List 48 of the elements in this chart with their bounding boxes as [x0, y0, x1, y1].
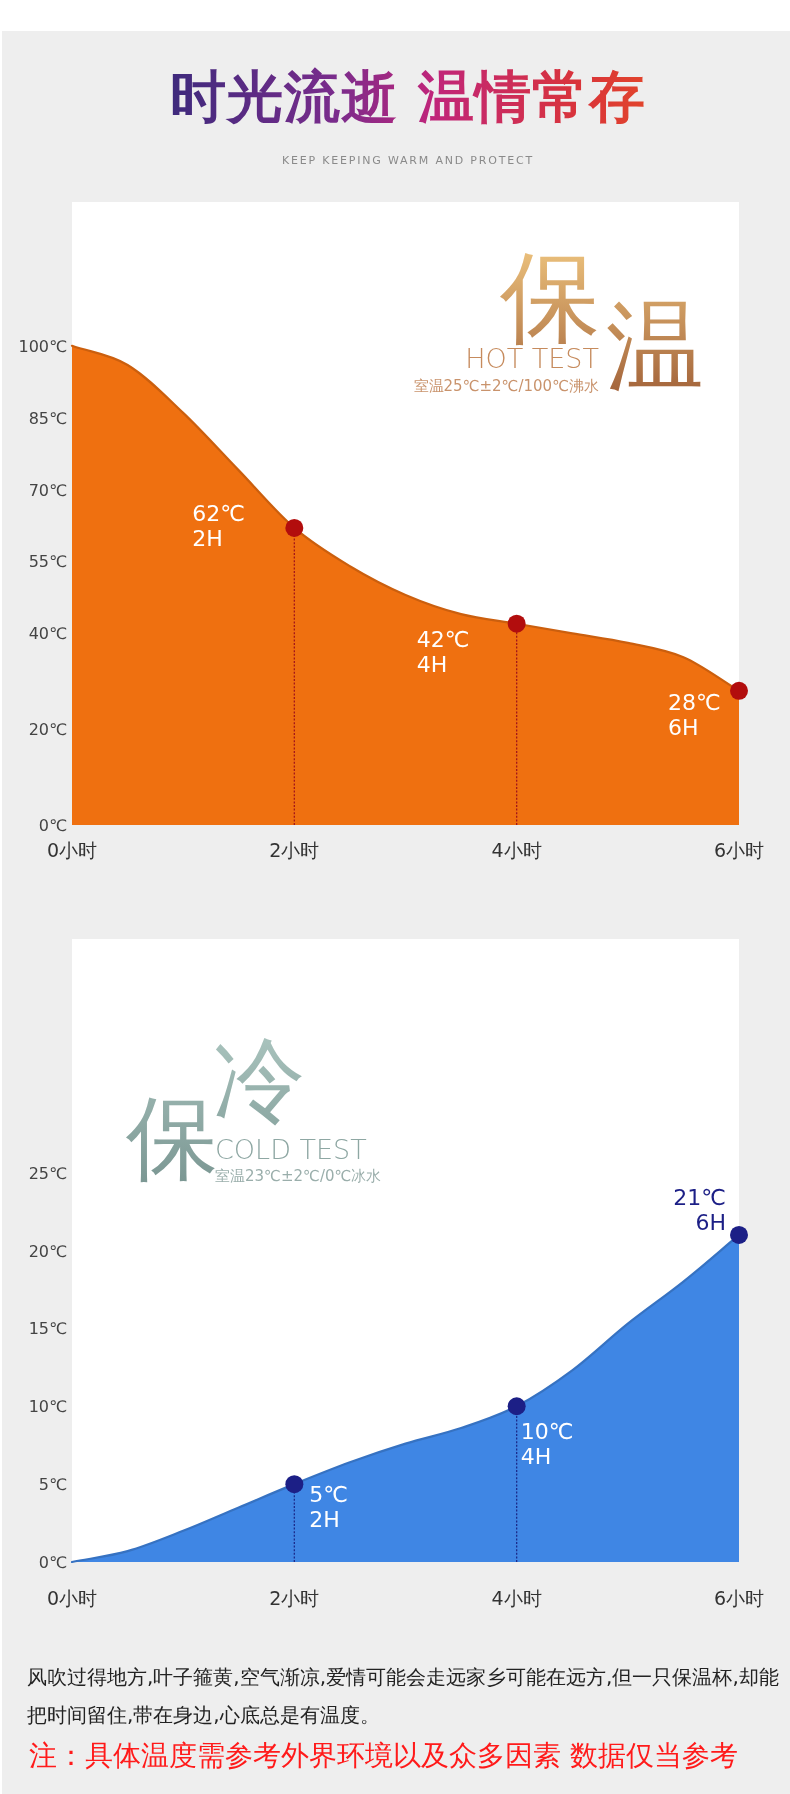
data-label: 21℃: [673, 1184, 726, 1210]
y-tick-label: 100℃: [18, 336, 68, 356]
annotation: 2H: [192, 525, 223, 551]
annotation: 4H: [520, 1444, 552, 1470]
x-tick-label: 6小时: [713, 1587, 765, 1609]
data-label: 42℃: [416, 626, 470, 652]
point: [507, 614, 526, 633]
data-label: 28℃: [668, 689, 721, 715]
point: [730, 681, 748, 700]
data-label: 10℃: [520, 1419, 574, 1445]
y-tick-label: 15℃: [28, 1318, 68, 1338]
y-tick-label: 20℃: [28, 1241, 68, 1260]
x-tick-label: 0小时: [46, 839, 98, 861]
annotation: 冷: [213, 1027, 305, 1134]
data-label: 62℃: [192, 500, 246, 526]
annotation: 温: [606, 289, 704, 403]
text: 注：具体温度需参考外界环境以及众多因素 数据仅当参考: [29, 1738, 739, 1774]
x-tick-label: 4小时: [491, 1587, 542, 1609]
y-tick-label: 85℃: [28, 408, 68, 428]
x-tick-label: 6小时: [713, 839, 765, 861]
y-tick-label: 55℃: [28, 551, 68, 571]
x-tick-label: 2小时: [269, 1587, 320, 1609]
y-tick-label: 70℃: [28, 480, 68, 500]
point: [730, 1225, 748, 1244]
x-tick-label: 4小时: [491, 839, 542, 861]
x-tick-label: 0小时: [46, 1587, 98, 1609]
data-label: 5℃: [309, 1482, 349, 1508]
annotation: 室温25℃±2℃/100℃沸水: [413, 377, 599, 395]
y-tick-label: 40℃: [28, 623, 68, 643]
annotation: 室温23℃±2℃/0℃冰水: [215, 1167, 382, 1185]
annotation: 6H: [695, 1209, 726, 1235]
annotation: 2H: [309, 1507, 340, 1533]
annotation: 4H: [416, 651, 448, 677]
y-tick-label: 5℃: [38, 1474, 68, 1494]
x-tick-label: 2小时: [269, 839, 320, 861]
y-tick-label: 10℃: [28, 1396, 68, 1416]
point: [507, 1397, 526, 1416]
text: 风吹过得地方,叶子箍黄,空气渐凉,爱情可能会走远家乡可能在远方,但一只保温杯,却能把时间留住,带在身边,心底总是有温度。: [27, 1664, 780, 1729]
y-tick-label: 25℃: [28, 1163, 68, 1183]
chart-title: 时光流逝 温情常存: [169, 64, 647, 129]
y-tick-label: 0℃: [38, 815, 68, 835]
point: [285, 1475, 304, 1494]
chart-subtitle: KEEP KEEPING WARM AND PROTECT: [282, 154, 534, 167]
point: [285, 518, 304, 537]
annotation: 6H: [668, 714, 699, 740]
y-tick-label: 20℃: [28, 719, 68, 739]
y-tick-label: 0℃: [38, 1552, 68, 1572]
annotation: COLD TEST: [215, 1134, 367, 1165]
